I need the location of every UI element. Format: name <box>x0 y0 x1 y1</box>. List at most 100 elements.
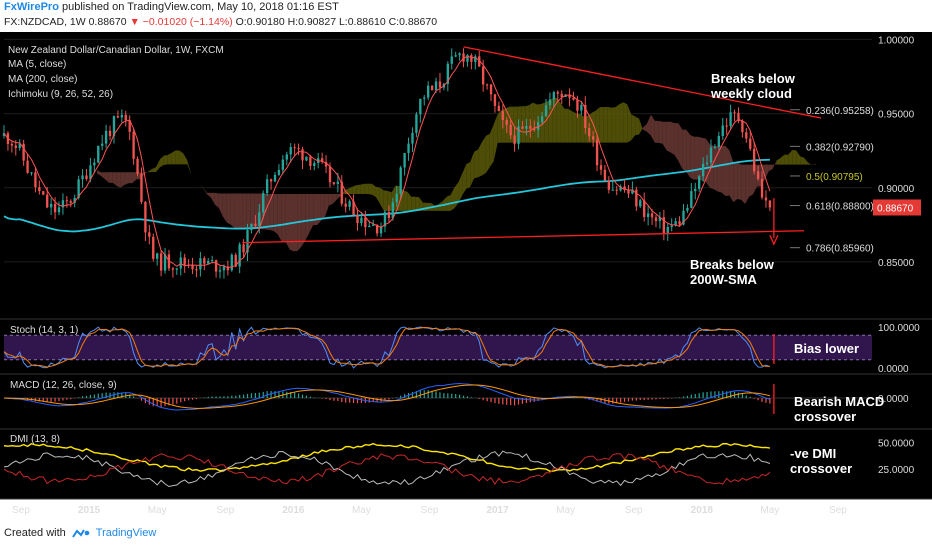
ichimoku-cloud-segment <box>372 183 376 197</box>
candle-body <box>30 172 33 174</box>
ichimoku-cloud-segment <box>764 164 769 180</box>
ichimoku-cloud-segment <box>210 192 215 205</box>
ichimoku-cloud-segment <box>340 190 345 196</box>
time-tick-label: 2017 <box>486 505 509 516</box>
trading-chart[interactable]: 0.236(0.95258) 0.382(0.92790) 0.5(0.90795)… <box>0 32 932 525</box>
candle-body <box>297 148 300 150</box>
ichimoku-cloud-segment <box>698 136 702 181</box>
ichimoku-cloud-segment <box>419 197 424 211</box>
dmi-title: DMI (13, 8) <box>10 434 60 445</box>
ichimoku-cloud-segment <box>466 161 471 189</box>
ichimoku-cloud-segment <box>694 136 699 180</box>
ichimoku-cloud-segment <box>721 145 726 196</box>
candle-body <box>646 213 650 217</box>
candle-body <box>395 193 398 203</box>
ichimoku-cloud-segment <box>104 172 109 183</box>
ichimoku-cloud-segment <box>203 187 208 195</box>
candle-body <box>265 179 269 194</box>
annotation-cloud-line1: Breaks below <box>711 71 796 86</box>
ichimoku-cloud-segment <box>717 145 722 193</box>
time-tick-label: May <box>760 505 779 516</box>
candle-body <box>501 111 504 121</box>
candle-body <box>399 167 402 194</box>
ichimoku-cloud-segment <box>552 97 557 143</box>
candle-body <box>489 84 493 95</box>
tradingview-link[interactable]: TradingView <box>95 527 157 539</box>
ichimoku-cloud-segment <box>529 102 534 143</box>
ichimoku-cloud-segment <box>485 133 490 174</box>
ichimoku-cloud-segment <box>493 114 498 162</box>
ichimoku-cloud-segment <box>572 111 577 143</box>
candle-body <box>195 269 198 271</box>
ichimoku-cloud-segment <box>254 193 259 229</box>
candle-body <box>698 176 701 189</box>
ichimoku-cloud-segment <box>309 193 314 234</box>
price-change: ▼ −0.01020 (−1.14%) <box>129 16 233 28</box>
candle-body <box>108 130 112 136</box>
ichimoku-cloud-segment <box>643 123 647 132</box>
candle-body <box>144 201 147 233</box>
stoch-title: Stoch (14, 3, 1) <box>10 325 78 336</box>
candle-body <box>478 56 481 67</box>
ichimoku-cloud-segment <box>368 183 373 195</box>
chart-title: New Zealand Dollar/Canadian Dollar, 1W, … <box>8 45 224 56</box>
ichimoku-cloud-segment <box>450 187 455 211</box>
ichimoku-cloud-segment <box>807 162 812 166</box>
ichimoku-cloud-segment <box>116 172 121 188</box>
candle-body <box>116 116 120 118</box>
plot-background <box>0 32 872 499</box>
ichimoku-cloud-segment <box>207 192 211 198</box>
candle-body <box>462 53 465 62</box>
candle-body <box>536 122 540 130</box>
candle-body <box>391 202 395 219</box>
candle-body <box>360 217 363 224</box>
ichimoku-cloud-segment <box>533 102 537 143</box>
dmi-adx-line <box>3 442 771 473</box>
candle-body <box>690 191 693 208</box>
candle-body <box>517 126 520 145</box>
candle-body <box>544 105 548 117</box>
legend-ichimoku: Ichimoku (9, 26, 52, 26) <box>8 89 113 100</box>
candle-body <box>152 236 155 259</box>
candle-body <box>57 207 61 213</box>
candle-body <box>234 254 237 267</box>
candle-body <box>179 257 182 269</box>
support-trendline <box>242 230 804 244</box>
ichimoku-cloud-segment <box>108 172 113 183</box>
candle-body <box>313 163 316 166</box>
ichimoku-cloud-segment <box>320 193 325 221</box>
candle-body <box>607 180 611 190</box>
candle-body <box>733 112 736 114</box>
candle-body <box>705 162 709 164</box>
candle-body <box>678 221 681 225</box>
candle-body <box>328 166 332 183</box>
annotation-macd-line2: crossover <box>794 409 856 424</box>
candle-body <box>749 138 752 149</box>
candle-body <box>666 226 669 234</box>
annotation-sma-line2: 200W-SMA <box>690 272 758 287</box>
price-tick-label: 0.90000 <box>878 184 915 195</box>
candle-body <box>403 152 406 168</box>
last-price-badge <box>873 199 921 216</box>
candle-body <box>752 148 756 172</box>
candle-body <box>214 260 218 272</box>
ichimoku-cloud-segment <box>784 154 789 165</box>
ichimoku-cloud-segment <box>317 193 321 226</box>
ichimoku-cloud-segment <box>564 108 569 143</box>
candle-body <box>97 145 100 163</box>
candle-body <box>525 126 528 129</box>
fib-label: 0.786(0.85960) <box>806 244 874 255</box>
candle-body <box>293 147 296 149</box>
time-tick-label: 2018 <box>691 505 714 516</box>
candle-body <box>53 203 57 213</box>
candle-body <box>493 94 497 106</box>
candle-body <box>533 128 536 130</box>
ichimoku-cloud-segment <box>780 154 785 165</box>
candle-body <box>85 175 88 180</box>
candle-body <box>2 133 6 136</box>
ichimoku-cloud-segment <box>218 193 223 217</box>
candle-body <box>387 211 391 219</box>
publisher-name[interactable]: FxWirePro <box>4 1 59 13</box>
ichimoku-cloud-segment <box>124 172 129 185</box>
ichimoku-cloud-segment <box>639 118 644 135</box>
